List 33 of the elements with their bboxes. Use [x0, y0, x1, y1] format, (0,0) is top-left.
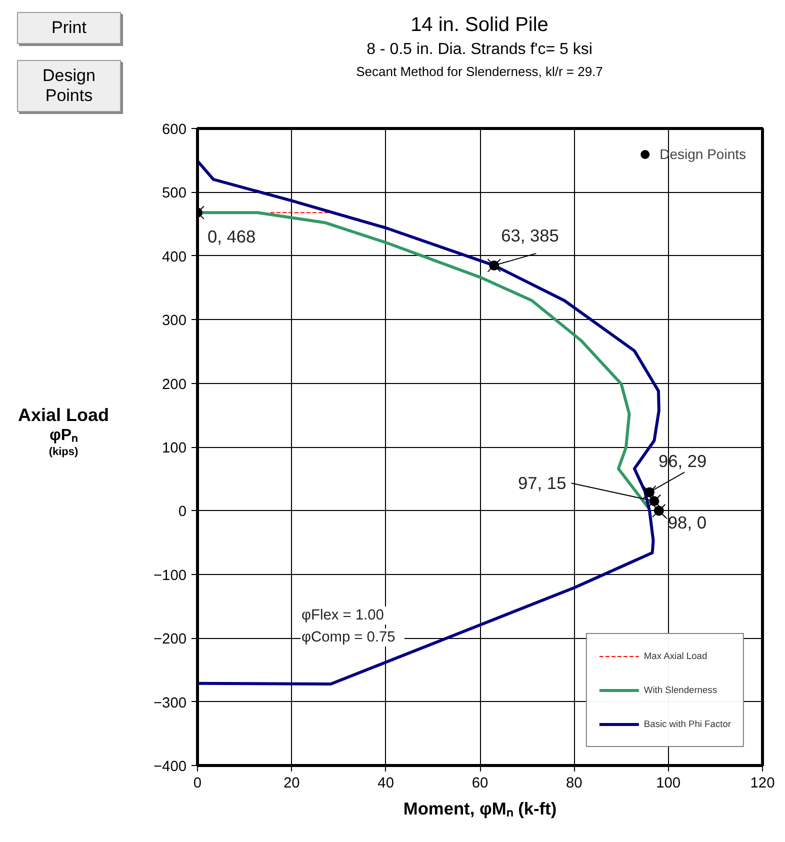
- y-tick-label: −100: [153, 568, 187, 584]
- x-axis-title: Moment, φMₙ (k-ft): [403, 798, 557, 818]
- y-axis-title: Axial Load φPₙ (kips): [16, 405, 110, 459]
- x-tick-label: 60: [472, 776, 488, 792]
- legend-label: Basic with Phi Factor: [644, 719, 731, 729]
- annotation: 63, 385: [501, 225, 559, 246]
- y-tick-label: 100: [162, 440, 187, 456]
- x-tick-label: 0: [193, 776, 202, 792]
- y-tick-label: 0: [178, 504, 187, 520]
- x-tick-label: 20: [284, 776, 300, 792]
- annotation: 0, 468: [208, 226, 256, 247]
- annotation: φComp = 0.75: [302, 630, 396, 646]
- annotation: 97, 15: [518, 473, 566, 494]
- y-tick-label: −400: [153, 759, 187, 775]
- x-tick-label: 120: [750, 776, 775, 792]
- chart-title: 14 in. Solid Pile: [410, 13, 550, 38]
- y-tick-label: 500: [162, 186, 187, 202]
- text: Design Points: [17, 60, 121, 112]
- text: Print: [17, 12, 121, 44]
- legend-label: With Slenderness: [644, 685, 718, 695]
- y-tick-label: 200: [162, 376, 187, 393]
- x-tick-label: 80: [566, 776, 582, 792]
- x-tick-label: 100: [656, 776, 681, 792]
- y-tick-label: 400: [162, 249, 187, 266]
- x-tick-label: 40: [378, 776, 394, 792]
- annotation: φFlex = 1.00: [302, 608, 384, 624]
- y-tick-label: −200: [153, 632, 187, 648]
- legend-label: Max Axial Load: [644, 651, 708, 661]
- chart-subtitle: 8 - 0.5 in. Dia. Strands f'c= 5 ksi Secant Method for Slenderness, kl/r = 29.7: [355, 40, 604, 81]
- y-tick-label: 300: [162, 313, 187, 330]
- y-tick-label: 600: [162, 122, 187, 138]
- y-tick-label: −300: [153, 695, 187, 712]
- line-series: [198, 159, 660, 686]
